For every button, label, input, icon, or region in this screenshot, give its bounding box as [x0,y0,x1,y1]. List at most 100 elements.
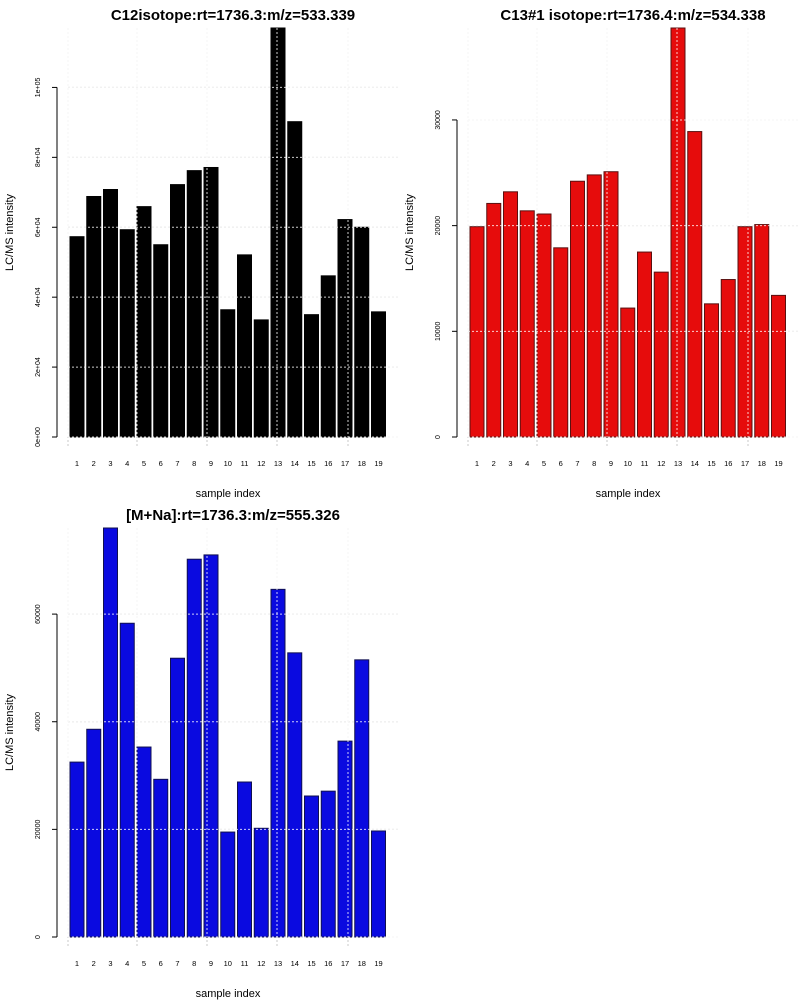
x-tick-label: 13 [274,459,282,468]
bar-sample-8 [186,558,202,938]
x-tick-label: 8 [592,459,596,468]
y-tick-label: 30000 [435,110,442,130]
bar-sample-17 [737,226,753,438]
chart-title: C12isotope:rt=1736.3:m/z=533.339 [111,7,355,24]
y-axis: 0e+00 2e+04 4e+04 6e+04 8e+04 1e+05 [35,77,58,447]
x-tick-label: 6 [159,459,163,468]
y-tick-label: 0 [35,935,42,939]
bar-sample-16 [320,275,336,438]
grid-overlay [467,28,798,438]
bar-sample-14 [687,131,703,438]
x-tick-label: 7 [175,959,179,968]
x-tick-label: 1 [75,959,79,968]
x-tick-label: 16 [324,459,332,468]
y-tick-label: 4e+04 [35,287,42,307]
bar-sample-17 [337,740,353,938]
x-tick-label: 18 [358,459,366,468]
bar-sample-4 [519,210,535,438]
bar-sample-9 [203,166,219,438]
x-tick-label: 3 [508,459,512,468]
bar-sample-13 [270,588,286,938]
x-axis-title: sample index [196,488,261,500]
y-axis: 0 20000 40000 60000 [35,604,58,939]
chart-title: [M+Na]:rt=1736.3:m/z=555.326 [126,507,340,524]
y-tick-label: 20000 [35,820,42,840]
bar-sample-6 [153,244,169,438]
bar-sample-1 [469,226,485,438]
y-tick-label: 2e+04 [35,357,42,377]
x-tick-label: 10 [224,459,232,468]
bar-sample-3 [103,189,118,438]
bar-sample-18 [354,226,370,438]
bar-sample-14 [287,652,303,938]
grid-overlay [67,528,398,938]
x-axis: 1 2 3 4 5 6 7 8 9 10 11 12 13 14 15 16 17 18 19 [75,959,383,968]
y-tick-label: 0 [435,435,442,439]
bar-sample-1 [69,236,85,438]
x-tick-label: 14 [691,459,699,468]
x-tick-label: 15 [707,459,715,468]
y-axis: 0 10000 20000 30000 [435,110,458,439]
bar-sample-8 [586,174,602,438]
y-tick-label: 10000 [435,321,442,341]
chart-title: C13#1 isotope:rt=1736.4:m/z=534.338 [500,7,765,24]
bar-sample-15 [304,314,319,438]
x-tick-label: 4 [125,459,129,468]
x-tick-label: 10 [624,459,632,468]
bar-sample-2 [86,195,102,438]
x-tick-label: 19 [374,959,382,968]
bars [69,27,386,438]
y-tick-label: 6e+04 [35,217,42,237]
x-tick-label: 4 [525,459,529,468]
x-tick-label: 17 [341,459,349,468]
bars [469,27,786,438]
grid-overlay [67,28,398,438]
bar-sample-7 [170,657,185,938]
bar-sample-11 [237,781,252,938]
x-tick-label: 8 [192,459,196,468]
bar-sample-7 [170,184,185,438]
x-tick-label: 6 [559,459,563,468]
bar-sample-10 [220,831,236,938]
x-tick-label: 19 [774,459,782,468]
bar-sample-5 [136,206,152,438]
x-tick-label: 13 [274,959,282,968]
bar-sample-12 [653,271,669,438]
bar-sample-18 [754,224,770,438]
x-tick-label: 3 [108,959,112,968]
y-axis-title: LC/MS intensity [404,193,416,271]
x-tick-label: 5 [142,459,146,468]
x-tick-label: 3 [108,459,112,468]
x-tick-label: 7 [575,459,579,468]
bar-sample-14 [287,121,303,438]
x-tick-label: 9 [209,959,213,968]
bar-sample-12 [253,827,269,938]
x-tick-label: 10 [224,959,232,968]
bar-sample-4 [119,622,135,938]
x-tick-label: 2 [492,459,496,468]
bar-sample-10 [620,307,636,438]
x-tick-label: 13 [674,459,682,468]
x-axis: 1 2 3 4 5 6 7 8 9 10 11 12 13 14 15 16 17 18 19 [75,459,383,468]
y-tick-label: 20000 [435,216,442,236]
bar-sample-8 [186,170,202,438]
bars [69,527,386,938]
bar-sample-15 [704,303,719,438]
x-tick-label: 18 [758,459,766,468]
bar-sample-3 [503,191,518,438]
y-tick-label: 40000 [35,712,42,732]
x-tick-label: 12 [257,459,265,468]
x-tick-label: 12 [657,459,665,468]
bar-sample-11 [637,251,652,438]
y-tick-label: 8e+04 [35,147,42,167]
bar-sample-10 [220,309,236,438]
bar-sample-13 [670,27,686,438]
bar-sample-2 [486,202,502,438]
x-tick-label: 9 [209,459,213,468]
bar-sample-11 [237,254,252,438]
y-tick-label: 0e+00 [35,427,42,447]
x-tick-label: 4 [125,959,129,968]
